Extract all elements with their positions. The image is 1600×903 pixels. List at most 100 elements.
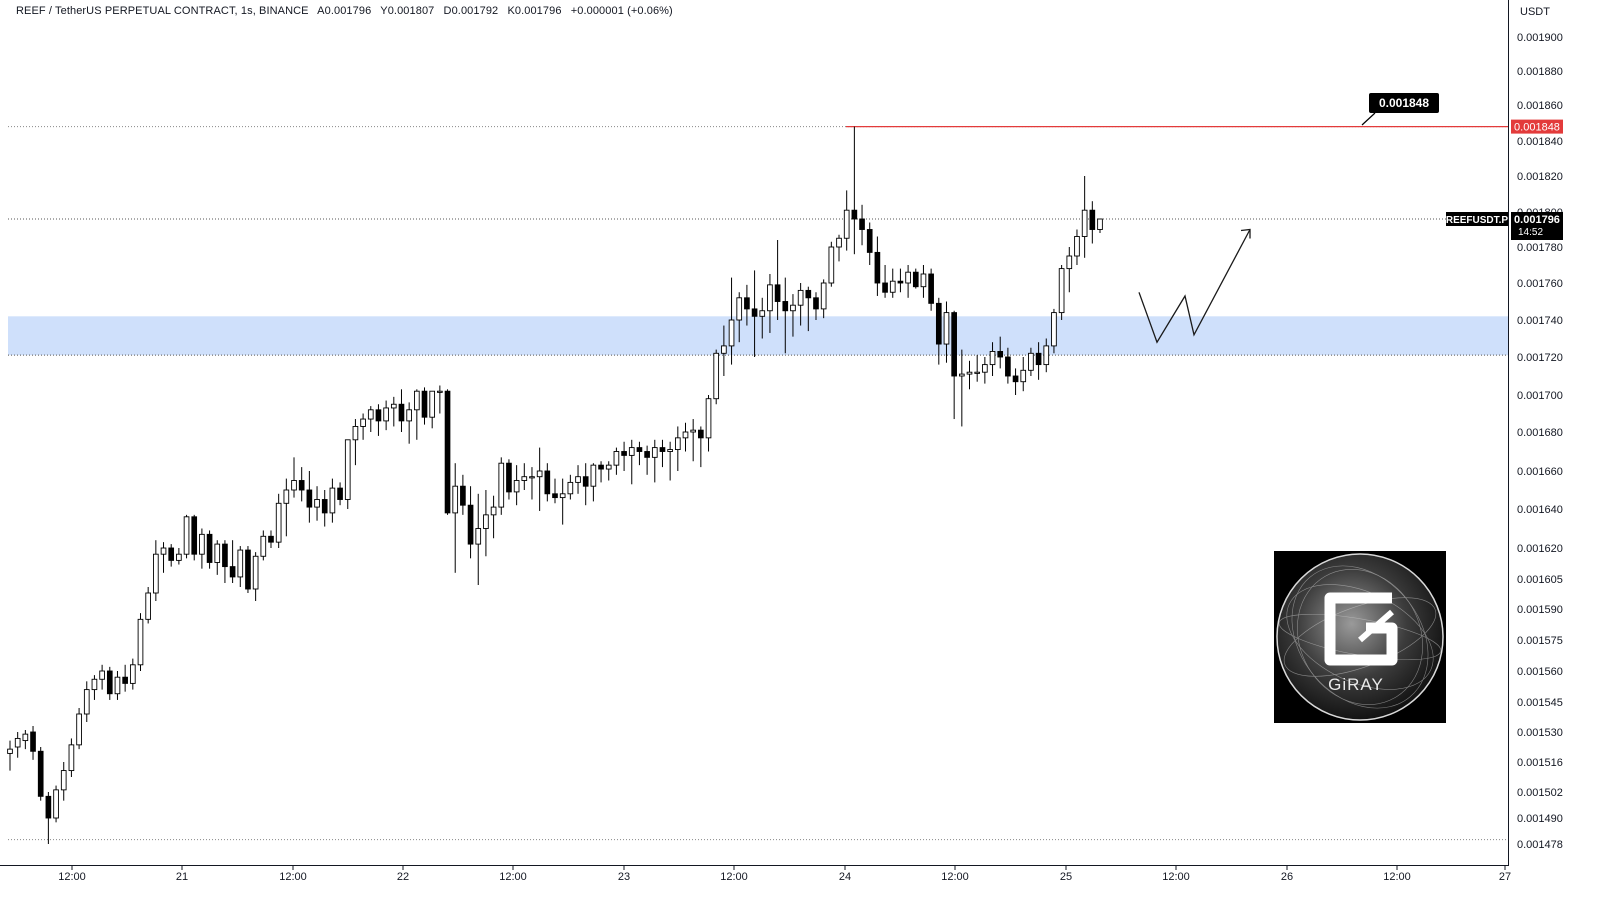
candle-up	[1074, 236, 1080, 257]
candle-down	[698, 429, 704, 439]
level-callout[interactable]: 0.001848	[1361, 93, 1439, 126]
price-tick-label: 0.001660	[1517, 466, 1563, 478]
time-tick-label: 12:00	[1162, 871, 1190, 883]
price-tick-label: 0.001575	[1517, 635, 1563, 647]
candle-down	[467, 504, 474, 545]
candle-up	[22, 733, 29, 742]
candle-down	[168, 547, 175, 561]
candle-down	[782, 301, 789, 312]
time-tick-label: 12:00	[1383, 871, 1411, 883]
candle-up	[843, 209, 850, 239]
projection-path[interactable]	[1138, 229, 1251, 344]
price-tick-label: 0.001820	[1517, 171, 1563, 183]
candle-up	[483, 514, 489, 529]
time-tick-label: 12:00	[58, 871, 86, 883]
candle-up	[797, 289, 804, 306]
time-tick-label: 24	[839, 871, 851, 883]
candle-up	[344, 439, 351, 500]
candle-up	[989, 351, 996, 366]
candle-up	[383, 407, 389, 422]
candle-down	[874, 251, 881, 284]
legend-symbol[interactable]: REEF / TetherUS PERPETUAL CONTRACT, 1s, …	[16, 5, 309, 17]
candle-down	[398, 403, 405, 422]
candle-up	[160, 547, 167, 555]
time-tick-label: 21	[176, 871, 188, 883]
candle-up	[759, 310, 766, 317]
price-tick-label: 0.001880	[1517, 66, 1563, 78]
candle-down	[621, 451, 627, 456]
candle-down	[774, 284, 781, 302]
symbol-tag-text: REEFUSDT.P	[1446, 215, 1509, 226]
candle-up	[651, 447, 658, 458]
price-tick-label: 0.001530	[1517, 727, 1563, 739]
support-zone[interactable]	[8, 316, 1508, 356]
candle-up	[613, 451, 620, 466]
candle-down	[598, 464, 604, 470]
candle-up	[214, 543, 221, 563]
level-axis-tag-bg	[1511, 119, 1563, 134]
candle-up	[291, 480, 297, 491]
level-axis-tag-text: 0.001848	[1514, 122, 1560, 134]
candle-down	[306, 489, 313, 508]
price-tick-label: 0.001780	[1517, 242, 1563, 254]
candle-down	[897, 280, 904, 284]
time-tick-label: 12:00	[499, 871, 527, 883]
candle-up	[905, 271, 911, 284]
price-tick-label: 0.001860	[1517, 100, 1563, 112]
candle-up	[60, 770, 67, 791]
candle-up	[99, 670, 105, 680]
candle-up	[183, 516, 190, 555]
candle-down	[191, 516, 198, 555]
candle-down	[544, 470, 551, 495]
price-tick-label: 0.001900	[1517, 32, 1563, 44]
time-tick-label: 27	[1499, 871, 1511, 883]
price-tick-label: 0.001605	[1517, 574, 1563, 586]
candle-up	[889, 280, 896, 293]
candle-up	[314, 499, 320, 508]
price-tag: REEFUSDT.P 0.001796 14:52	[1446, 212, 1563, 240]
candle-down	[45, 795, 52, 819]
price-tick-label: 0.001760	[1517, 278, 1563, 290]
candle-up	[1051, 312, 1057, 347]
price-tick-label: 0.001740	[1517, 315, 1563, 327]
candle-up	[521, 476, 528, 481]
candle-down	[375, 409, 382, 422]
candle-down	[1012, 375, 1019, 383]
price-tick-label: 0.001502	[1517, 787, 1563, 799]
candle-up	[490, 506, 497, 516]
price-tick-label: 0.001840	[1517, 136, 1563, 148]
candle-up	[974, 371, 981, 374]
candle-down	[866, 229, 873, 253]
candle-up	[437, 390, 443, 393]
candle-down	[951, 312, 957, 377]
candle-down	[997, 351, 1004, 358]
price-tag-value: 0.001796	[1514, 214, 1560, 226]
candle-down	[751, 308, 758, 317]
candle-up	[137, 618, 144, 666]
level-axis-tag: 0.001848	[1511, 119, 1563, 134]
candle-up	[682, 431, 689, 439]
candle-down	[206, 533, 213, 563]
candle-up	[728, 319, 735, 347]
time-tick-label: 12:00	[941, 871, 969, 883]
candle-up	[329, 487, 336, 514]
price-tick-label: 0.001700	[1517, 390, 1563, 402]
callout-pointer	[1361, 112, 1376, 126]
price-tick-label: 0.001545	[1517, 697, 1563, 709]
price-tick-label: 0.001720	[1517, 352, 1563, 364]
candle-up	[367, 409, 374, 420]
time-tick-label: 12:00	[720, 871, 748, 883]
candle-up	[674, 437, 681, 451]
price-tick-label: 0.001478	[1517, 839, 1563, 851]
candle-up	[53, 789, 59, 819]
candle-up	[360, 418, 366, 427]
price-tick-label: 0.001516	[1517, 757, 1563, 769]
candle-up	[429, 390, 436, 418]
candle-down	[636, 447, 643, 452]
logo-slash-icon	[1358, 609, 1394, 643]
candle-down	[882, 282, 888, 293]
price-tick-label: 0.001490	[1517, 813, 1563, 825]
candle-down	[321, 499, 328, 514]
candle-down	[935, 302, 942, 345]
